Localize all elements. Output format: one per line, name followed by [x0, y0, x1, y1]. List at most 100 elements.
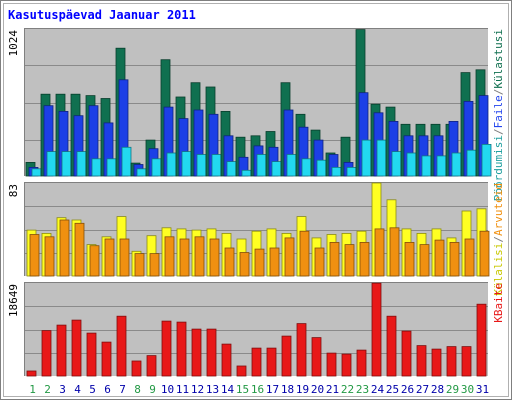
bar-prdumisi-day-3	[61, 151, 72, 177]
panel-bottom: 18649 KBaite	[7, 282, 505, 377]
bar-prdumisi-day-29	[451, 152, 462, 177]
bar-prdumisi-day-28	[436, 155, 447, 177]
bar-kbaite-day-10	[161, 320, 172, 377]
chart-frame-inner	[3, 3, 509, 397]
bar-arvuteid-day-3	[59, 219, 70, 277]
bar-kbaite-day-19	[296, 323, 307, 377]
bar-kbaite-day-9	[146, 355, 157, 377]
bar-arvuteid-day-14	[224, 247, 235, 277]
day-label-23: 23	[356, 383, 369, 396]
bar-prdumisi-day-17	[271, 161, 282, 177]
day-label-29: 29	[446, 383, 459, 396]
day-label-22: 22	[341, 383, 354, 396]
bar-kbaite-day-13	[206, 328, 217, 377]
bar-kbaite-day-11	[176, 321, 187, 377]
y-max-label-middle: 83	[7, 184, 20, 197]
bar-kbaite-day-12	[191, 328, 202, 377]
legend-entry: Pöördumisi	[492, 135, 505, 201]
day-label-28: 28	[431, 383, 444, 396]
bar-prdumisi-day-4	[76, 151, 87, 177]
bar-prdumisi-day-1	[31, 168, 42, 177]
day-label-13: 13	[206, 383, 219, 396]
bar-kbaite-day-29	[446, 346, 457, 377]
legend-top: Pöördumisi/Faile/Külastusi	[492, 29, 505, 201]
chart-panels: 1024 Pöördumisi/Faile/Külastusi 83 Külalisi…	[7, 28, 505, 377]
bar-arvuteid-day-28	[434, 239, 445, 277]
bar-prdumisi-day-16	[256, 154, 267, 177]
bar-arvuteid-day-13	[209, 238, 220, 277]
day-label-4: 4	[74, 383, 81, 396]
bar-kbaite-day-4	[71, 319, 82, 377]
day-label-7: 7	[119, 383, 126, 396]
day-label-30: 30	[461, 383, 474, 396]
bar-prdumisi-day-19	[301, 158, 312, 177]
bar-kbaite-day-26	[401, 330, 412, 377]
bar-prdumisi-day-14	[226, 161, 237, 177]
legend-bottom: KBaite	[492, 283, 505, 323]
day-label-9: 9	[149, 383, 156, 396]
bar-arvuteid-day-17	[269, 247, 280, 277]
bar-prdumisi-day-25	[391, 151, 402, 177]
day-label-18: 18	[281, 383, 294, 396]
day-label-16: 16	[251, 383, 264, 396]
day-label-8: 8	[134, 383, 141, 396]
legend-entry: KBaite	[492, 283, 505, 323]
bars-bottom	[26, 282, 487, 377]
bar-arvuteid-day-12	[194, 236, 205, 277]
bar-prdumisi-day-12	[196, 154, 207, 177]
panel-middle: 83 Külalisi/Arvuteid	[7, 182, 505, 296]
bar-arvuteid-day-5	[89, 245, 100, 277]
legend-middle: Külalisi/Arvuteid	[492, 183, 505, 296]
day-label-27: 27	[416, 383, 429, 396]
bar-arvuteid-day-10	[164, 236, 175, 277]
bar-prdumisi-day-22	[346, 166, 357, 177]
bar-arvuteid-day-27	[419, 244, 430, 277]
bar-prdumisi-day-20	[316, 159, 327, 177]
bars-top	[25, 29, 492, 177]
day-label-6: 6	[104, 383, 111, 396]
bar-arvuteid-day-29	[449, 241, 460, 277]
bar-kbaite-day-30	[461, 346, 472, 377]
bar-arvuteid-day-22	[344, 244, 355, 277]
bar-kbaite-day-27	[416, 345, 427, 377]
bar-prdumisi-day-8	[136, 168, 147, 177]
day-label-3: 3	[59, 383, 66, 396]
day-label-26: 26	[401, 383, 414, 396]
bar-kbaite-day-8	[131, 360, 142, 377]
bar-arvuteid-day-21	[329, 241, 340, 277]
bars-middle	[26, 182, 490, 277]
bar-kbaite-day-23	[356, 349, 367, 377]
bar-arvuteid-day-19	[299, 230, 310, 277]
bar-arvuteid-day-4	[74, 222, 85, 277]
bar-kbaite-day-16	[251, 347, 262, 377]
bar-prdumisi-day-26	[406, 152, 417, 177]
bar-prdumisi-day-24	[376, 139, 387, 177]
bar-kbaite-day-14	[221, 343, 232, 377]
bar-prdumisi-day-5	[91, 158, 102, 177]
legend-entry: Külalisi	[492, 243, 505, 296]
bar-arvuteid-day-25	[389, 227, 400, 277]
day-label-25: 25	[386, 383, 399, 396]
bar-kbaite-day-18	[281, 335, 292, 377]
bar-arvuteid-day-1	[29, 234, 40, 277]
legend-entry: /	[492, 128, 505, 135]
bar-kbaite-day-6	[101, 341, 112, 377]
bar-prdumisi-day-2	[46, 151, 57, 177]
day-label-11: 11	[176, 383, 189, 396]
bar-arvuteid-day-31	[479, 230, 490, 277]
bar-prdumisi-day-13	[211, 154, 222, 177]
bar-kbaite-day-28	[431, 348, 442, 377]
day-label-5: 5	[89, 383, 96, 396]
bar-prdumisi-day-21	[331, 166, 342, 177]
bar-arvuteid-day-8	[134, 253, 145, 277]
bar-kbaite-day-21	[326, 352, 337, 377]
y-max-label-top: 1024	[7, 30, 20, 57]
chart-title: Kasutuspäevad Jaanuar 2011	[8, 8, 196, 22]
bar-prdumisi-day-23	[361, 139, 372, 177]
legend-entry: Faile	[492, 95, 505, 128]
day-labels: 1 2 3 4 5 6 7 8 9 10 11 12 13 14 15 16 17 18 19 20 21 22 23 24 2…	[29, 383, 489, 396]
day-label-10: 10	[161, 383, 174, 396]
bar-prdumisi-day-18	[286, 154, 297, 177]
bar-prdumisi-day-7	[121, 146, 132, 177]
